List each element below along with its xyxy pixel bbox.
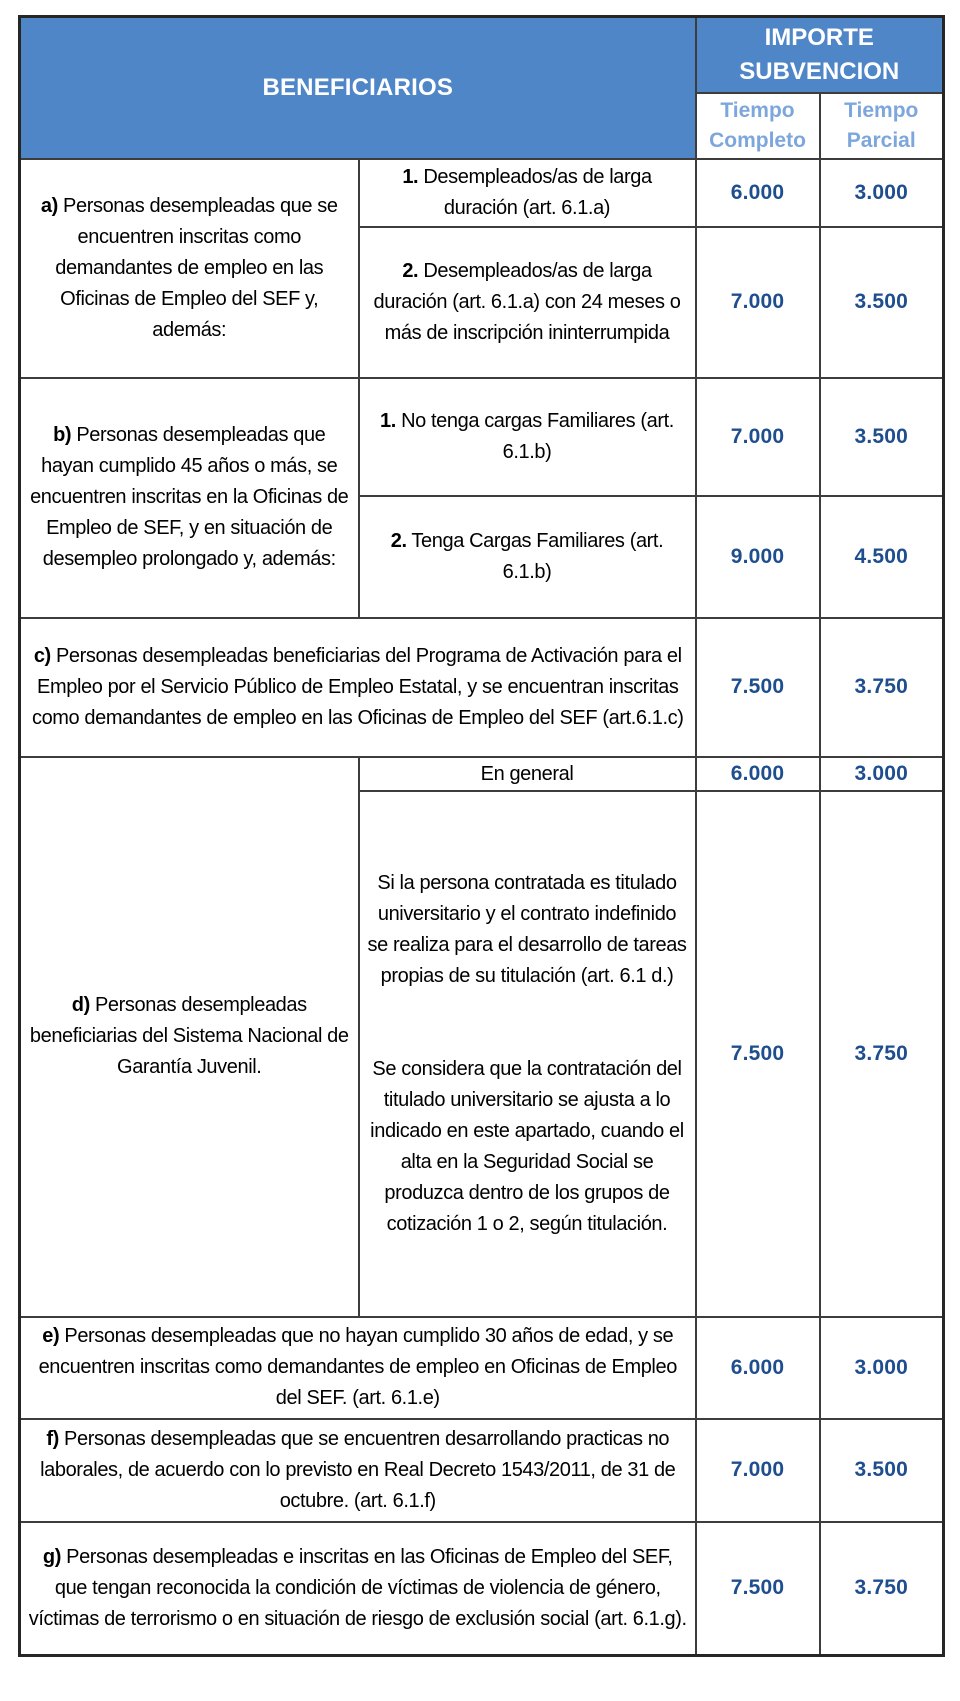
- paragraph: Si la persona contratada es titulado uni…: [367, 871, 687, 987]
- section-f-description: f) Personas desempleadas que se encuentr…: [18, 1417, 697, 1523]
- amount-completo: 6.000: [694, 1315, 821, 1420]
- amount-completo: 7.500: [694, 1520, 821, 1657]
- amount-parcial: 3.750: [818, 616, 945, 758]
- header-row-1: BENEFICIARIOS IMPORTE SUBVENCION: [18, 15, 945, 160]
- table-row-f: f) Personas desempleadas que se encuentr…: [18, 1417, 945, 1523]
- beneficiarios-header: BENEFICIARIOS: [18, 15, 697, 160]
- amount-completo: 9.000: [694, 494, 821, 619]
- table-row-b1: b) Personas desempleadas que hayan cumpl…: [18, 376, 945, 619]
- section-g-description: g) Personas desempleadas e inscritas en …: [18, 1520, 697, 1657]
- item-text: No tenga cargas Familiares (art. 6.1.b): [395, 409, 674, 463]
- section-label: g): [42, 1545, 61, 1568]
- amount-completo: 7.000: [694, 1417, 821, 1523]
- header-row-2: Tiempo Completo Tiempo Parcial: [20, 91, 945, 160]
- table-row-c: c) Personas desempleadas beneficiarias d…: [18, 616, 945, 758]
- amount-completo: 7.500: [694, 616, 821, 758]
- tiempo-completo-header: Tiempo Completo: [694, 91, 821, 160]
- amount-parcial: 3.000: [818, 157, 945, 228]
- section-d-item-titulado: Si la persona contratada es titulado uni…: [357, 789, 697, 1318]
- amount-completo: 7.500: [694, 789, 821, 1318]
- section-b-item-2: 2. Tenga Cargas Familiares (art. 6.1.b): [357, 494, 697, 619]
- section-a-item-2: 2. Desempleados/as de larga duración (ar…: [357, 225, 697, 379]
- table-row-d2: Si la persona contratada es titulado uni…: [20, 789, 945, 1318]
- amount-parcial: 3.000: [818, 1315, 945, 1420]
- section-label: d): [71, 994, 90, 1016]
- section-b-item-1: 1. No tenga cargas Familiares (art. 6.1.…: [357, 376, 697, 497]
- amount-parcial: 3.500: [818, 1417, 945, 1523]
- amount-parcial: 3.500: [818, 376, 945, 497]
- subsidy-table: BENEFICIARIOS IMPORTE SUBVENCION Tiempo …: [18, 15, 945, 1657]
- item-text: Desempleados/as de larga duración (art. …: [373, 259, 681, 344]
- amount-completo: 6.000: [694, 755, 821, 792]
- item-number: 2.: [390, 529, 407, 552]
- section-text: Personas desempleadas e inscritas en las…: [28, 1545, 687, 1630]
- amount-completo: 6.000: [694, 157, 821, 228]
- section-label: e): [42, 1325, 60, 1347]
- section-a-description: a) Personas desempleadas que se encuentr…: [18, 157, 360, 379]
- item-number: 1.: [380, 409, 396, 432]
- table-row-b2: 2. Tenga Cargas Familiares (art. 6.1.b) …: [20, 494, 945, 619]
- section-text: Personas desempleadas que se encuentren …: [55, 194, 338, 341]
- section-label: c): [33, 644, 51, 667]
- section-a-item-1: 1. Desempleados/as de larga duración (ar…: [357, 157, 697, 228]
- section-b-description: b) Personas desempleadas que hayan cumpl…: [18, 376, 360, 619]
- amount-completo: 7.000: [694, 225, 821, 379]
- item-number: 1.: [402, 165, 419, 188]
- amount-parcial: 3.750: [818, 789, 945, 1318]
- section-e-description: e) Personas desempleadas que no hayan cu…: [18, 1315, 697, 1420]
- section-label: f): [46, 1427, 59, 1450]
- amount-parcial: 4.500: [818, 494, 945, 619]
- section-text: Personas desempleadas beneficiarias del …: [31, 644, 684, 729]
- table-row-a1: a) Personas desempleadas que se encuentr…: [18, 157, 945, 379]
- amount-completo: 7.000: [694, 376, 821, 497]
- item-text: Desempleados/as de larga duración (art. …: [418, 165, 652, 219]
- importe-subvencion-header: IMPORTE SUBVENCION: [694, 15, 945, 94]
- item-text: Tenga Cargas Familiares (art. 6.1.b): [406, 529, 664, 583]
- section-text: Personas desempleadas beneficiarias del …: [29, 994, 349, 1078]
- section-label: b): [53, 424, 72, 446]
- amount-parcial: 3.000: [818, 755, 945, 792]
- tiempo-parcial-header: Tiempo Parcial: [818, 91, 945, 160]
- table-row-a2: 2. Desempleados/as de larga duración (ar…: [20, 225, 945, 379]
- amount-parcial: 3.500: [818, 225, 945, 379]
- table-row-g: g) Personas desempleadas e inscritas en …: [18, 1520, 945, 1657]
- amount-parcial: 3.750: [818, 1520, 945, 1657]
- section-label: a): [40, 194, 58, 217]
- section-d-item-general: En general: [357, 755, 697, 792]
- section-text: Personas desempleadas que se encuentren …: [40, 1427, 676, 1512]
- section-text: Personas desempleadas que no hayan cumpl…: [38, 1325, 678, 1409]
- section-text: Personas desempleadas que hayan cumplido…: [30, 424, 349, 570]
- section-d-description: d) Personas desempleadas beneficiarias d…: [18, 755, 360, 1318]
- paragraph: Se considera que la contratación del tit…: [370, 1057, 684, 1235]
- table-row-e: e) Personas desempleadas que no hayan cu…: [18, 1315, 945, 1420]
- section-c-description: c) Personas desempleadas beneficiarias d…: [18, 616, 697, 758]
- item-number: 2.: [402, 259, 419, 282]
- table-row-d1: d) Personas desempleadas beneficiarias d…: [18, 755, 945, 1318]
